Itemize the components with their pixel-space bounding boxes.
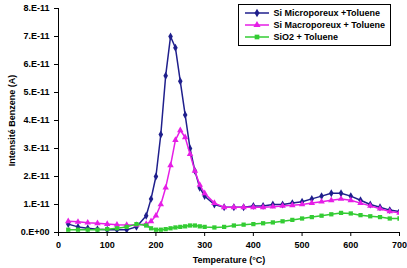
svg-text:600: 600: [343, 240, 358, 250]
svg-text:700: 700: [392, 240, 407, 250]
svg-text:1.E-11: 1.E-11: [23, 199, 49, 209]
svg-text:300: 300: [197, 240, 212, 250]
html-text:Si Microporeux +Toluene: Si Microporeux +Toluene: [273, 8, 380, 18]
svg-text:200: 200: [148, 240, 163, 250]
svg-text:100: 100: [100, 240, 115, 250]
svg-text:5.E-11: 5.E-11: [23, 87, 49, 97]
svg-text:7.E-11: 7.E-11: [23, 31, 49, 41]
html-text:Si Macroporeux + Toluene: Si Macroporeux + Toluene: [273, 20, 385, 30]
svg-text:Intensité Benzene (A): Intensité Benzene (A): [7, 75, 17, 167]
svg-text:8.E-11: 8.E-11: [23, 3, 49, 13]
svg-text:6.E-11: 6.E-11: [23, 59, 49, 69]
svg-text:Temperature (°C): Temperature (°C): [193, 255, 265, 265]
svg-text:0: 0: [56, 240, 61, 250]
svg-text:3.E-11: 3.E-11: [23, 143, 49, 153]
svg-text:400: 400: [246, 240, 261, 250]
svg-text:500: 500: [295, 240, 310, 250]
svg-text:2.E-11: 2.E-11: [23, 171, 49, 181]
html-text:SiO2 + Toluene: SiO2 + Toluene: [273, 32, 338, 42]
svg-text:4.E-11: 4.E-11: [23, 115, 49, 125]
svg-text:0.E+00: 0.E+00: [21, 227, 50, 237]
